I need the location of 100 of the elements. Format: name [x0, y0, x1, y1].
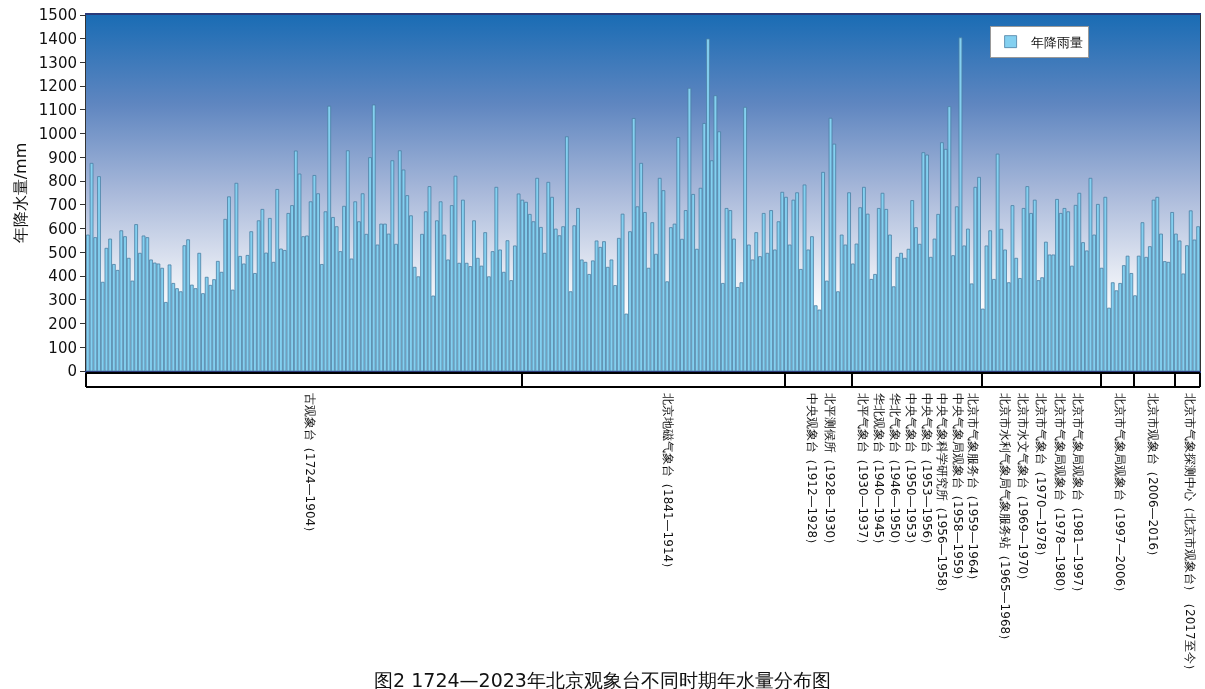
y-tick-label: 700: [48, 196, 77, 215]
text: 中央气象科学研究所（1956—1958）: [935, 393, 950, 599]
bar: [977, 176, 981, 371]
bar: [1055, 199, 1059, 371]
bar: [249, 231, 254, 371]
bar: [383, 223, 387, 371]
bar: [312, 175, 317, 371]
bar: [461, 199, 465, 371]
bar: [345, 150, 350, 371]
bar: [947, 106, 952, 371]
text: 中央气象局观象台（1958—1959）: [951, 393, 966, 587]
bar: [1077, 192, 1082, 371]
bar: [728, 210, 733, 371]
bar: [895, 256, 900, 371]
bar: [995, 153, 1000, 371]
bar: [379, 223, 384, 371]
y-tick-label: 1200: [38, 77, 77, 96]
bar: [988, 230, 993, 371]
bar: [784, 196, 788, 371]
bar: [899, 252, 903, 371]
y-tick-label: 1400: [38, 29, 77, 48]
bar: [275, 189, 280, 371]
bar: [795, 192, 799, 371]
y-tick-label: 200: [48, 314, 77, 333]
bar: [141, 235, 146, 371]
bar: [602, 241, 606, 371]
y-tick-label: 1500: [38, 6, 77, 25]
bar: [594, 240, 599, 371]
bar: [958, 37, 963, 371]
bar: [713, 95, 718, 371]
bar: [583, 261, 588, 371]
bar: [769, 210, 773, 371]
bar: [565, 136, 569, 371]
bar: [724, 208, 729, 371]
bar: [119, 230, 124, 371]
y-tick-label: 100: [48, 338, 77, 357]
bar: [862, 186, 866, 371]
bar: [650, 222, 655, 371]
y-tick-label: 500: [48, 243, 77, 262]
text: 北京市气象局观象台（1997—2006）: [1113, 393, 1128, 599]
y-tick-label: 400: [48, 267, 77, 286]
bar: [1170, 212, 1174, 371]
bar: [706, 38, 710, 371]
y-tick-label: 1300: [38, 53, 77, 72]
bar: [390, 160, 395, 371]
bar: [639, 162, 643, 371]
y-tick-label: 600: [48, 219, 77, 238]
bar: [1196, 226, 1200, 371]
y-tick-label: 0: [67, 362, 77, 381]
bar: [1010, 205, 1015, 371]
text: 北京市气象局观象台（1978—1980）: [1053, 393, 1068, 599]
bar: [1044, 241, 1048, 371]
text: 古观象台（1724—1904）: [303, 393, 318, 539]
bar: [505, 240, 510, 371]
bar: [1096, 203, 1100, 371]
y-tick-label: 1000: [38, 124, 77, 143]
text: 北京市气象探测中心（北京市观象台）（2017至今）: [1183, 393, 1198, 676]
text: 北京市气象台（1970—1978）: [1034, 393, 1049, 563]
bar: [821, 171, 825, 371]
bar: [631, 118, 636, 371]
bar: [234, 182, 239, 371]
bar: [1140, 222, 1145, 371]
bar: [802, 184, 807, 371]
y-axis-title: 年降水量/mm: [10, 142, 30, 244]
bar: [609, 259, 614, 371]
text: 图2 1724—2023年北京观象台不同时期年水量分布图: [374, 668, 831, 689]
bar: [910, 200, 915, 371]
text: 华北观象台（1940—1945）: [872, 393, 887, 551]
bar: [743, 106, 747, 371]
bar: [810, 236, 814, 371]
bar: [535, 177, 540, 371]
bar: [327, 105, 332, 371]
text: 北京市观象台（2006—2016）: [1146, 393, 1161, 563]
bar: [925, 154, 929, 371]
bar: [1155, 196, 1160, 371]
bar: [1088, 177, 1093, 371]
bar: [1103, 196, 1108, 371]
bar: [921, 152, 926, 371]
bar: [483, 232, 488, 371]
bar: [472, 220, 476, 371]
bar: [524, 201, 528, 371]
bar: [1032, 199, 1037, 371]
bar: [1062, 208, 1067, 371]
legend-label: 年降雨量: [1030, 34, 1083, 50]
bar: [97, 176, 101, 371]
bar: [780, 191, 785, 371]
text: 北平测候所（1928—1930）: [823, 393, 838, 551]
bar: [227, 196, 231, 371]
y-tick-label: 800: [48, 172, 77, 191]
bar: [134, 224, 138, 371]
text: 北京市水文气象台（1969—1970）: [1016, 393, 1031, 587]
bar: [494, 186, 499, 371]
bar: [966, 228, 970, 371]
text: 北京地磁气象台（1841—1914）: [661, 393, 676, 575]
bar: [880, 192, 885, 371]
bar: [1151, 199, 1156, 371]
text: 北京市水利气象局气象服务站（1965—1968）: [998, 393, 1013, 647]
text: 中央观象台（1912—1928）: [805, 393, 820, 551]
text: 北京市气象服务台（1959—1964）: [966, 393, 981, 587]
bar: [197, 252, 202, 371]
